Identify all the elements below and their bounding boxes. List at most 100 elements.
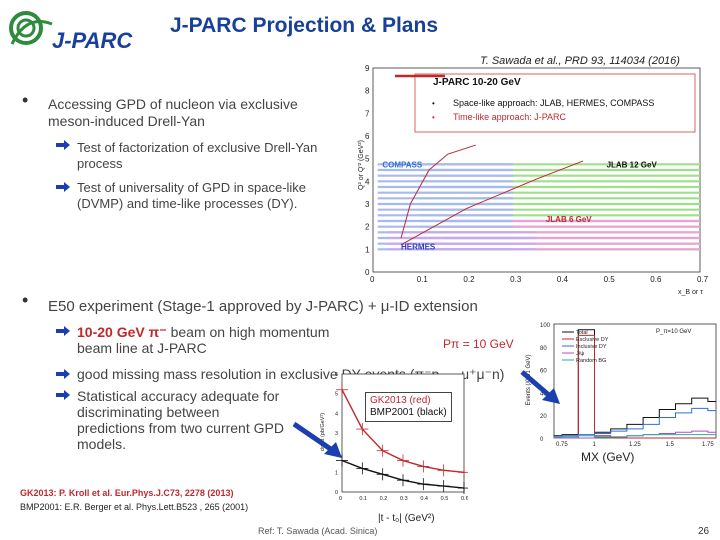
- model-legend-box: GK2013 (red) BMP2001 (black): [365, 392, 452, 422]
- gk-legend: GK2013 (red): [370, 395, 431, 406]
- x-tick-label: 0.3: [510, 275, 522, 284]
- bullet-2-sub-1: 10-20 GeV π⁻ beam on high momentum beam …: [77, 324, 337, 356]
- x-tick-label: 0: [370, 275, 375, 284]
- legend-item: Time-like approach: J-PARC: [453, 112, 567, 122]
- x-tick-label: 0.1: [417, 275, 429, 284]
- y-axis-label: dσ/dt (pb/GeV²): [320, 413, 326, 451]
- reference-gk: GK2013: P. Kroll et al. Eur.Phys.J.C73, …: [20, 488, 234, 498]
- x-tick-label: 0: [339, 496, 342, 502]
- x-tick-label: 0.2: [463, 275, 475, 284]
- y-tick-label: 5: [365, 155, 370, 164]
- bullet-1-sub-1: Test of factorization of exclusive Drell…: [77, 140, 318, 171]
- x-tick-label: 0.5: [441, 496, 449, 502]
- x-tick-label: 0.2: [380, 496, 388, 502]
- legend-item: Random BG: [576, 358, 606, 364]
- arrow-icon: [56, 369, 70, 379]
- x-tick-label: 0.75: [556, 442, 568, 448]
- region-label: HERMES: [401, 242, 436, 251]
- page-title: J-PARC Projection & Plans: [170, 14, 438, 37]
- series-line: [554, 334, 716, 439]
- bullet-1-text: Accessing GPD of nucleon via exclusive m…: [48, 96, 298, 129]
- x-tick-label: 0.3: [400, 496, 408, 502]
- y-tick-label: 3: [335, 431, 338, 437]
- x-tick-label: 0.5: [604, 275, 616, 284]
- y-axis-label: Q² or Q'² (GeV²): [358, 140, 365, 190]
- y-tick-label: 80: [540, 346, 547, 352]
- y-tick-label: 2: [365, 223, 370, 232]
- region-label: JLAB 6 GeV: [546, 215, 592, 224]
- y-tick-label: 9: [365, 64, 370, 73]
- x-tick-label: 0.6: [461, 496, 468, 502]
- bullet-dot: •: [22, 90, 29, 110]
- x-tick-label: 0.1: [359, 496, 367, 502]
- kinematic-coverage-chart: 0 0.1 0.2 0.3 0.4 0.5 0.6 0.7 0 1 2 3 4 5 6 7 8 9 x_B or τ…: [358, 64, 709, 296]
- bullet-dot: •: [22, 290, 29, 310]
- y-tick-label: 100: [540, 323, 551, 329]
- momentum-annotation: P_π=10 GeV: [656, 329, 691, 335]
- x-tick-label: 0.4: [557, 275, 569, 284]
- y-tick-label: 1: [365, 245, 370, 254]
- bullet-2-sub-3: Statistical accuracy adequate for discri…: [77, 388, 284, 452]
- series-line: [554, 434, 716, 438]
- y-tick-label: 4: [365, 177, 370, 186]
- legend-bullet: •: [432, 113, 435, 122]
- legend-box: [414, 73, 696, 133]
- legend-bullet: •: [432, 99, 435, 108]
- x-tick-label: 0.4: [420, 496, 428, 502]
- y-tick-label: 0: [365, 268, 370, 277]
- legend-item: Inclusive DY: [576, 344, 607, 350]
- legend-item: Exclusive DY: [576, 337, 609, 343]
- x-tick-label: 1.25: [629, 442, 641, 448]
- citation: T. Sawada et al., PRD 93, 114034 (2016): [480, 55, 680, 67]
- x-tick-label: 1.75: [702, 442, 714, 448]
- timelike-curve: [400, 160, 584, 246]
- x-tick-label: 1.5: [666, 442, 675, 448]
- bullet-1-sub-2: Test of universality of GPD in space-lik…: [77, 180, 307, 211]
- region-label: JLAB 12 GeV: [607, 161, 658, 170]
- cross-section-chart: 00.10.20.30.40.50.60123456dσ/dt (pb/GeV²…: [320, 372, 468, 502]
- page-number: 26: [698, 526, 710, 537]
- pointer-arrow-icon: [520, 370, 560, 404]
- y-tick-label: 4: [335, 411, 338, 417]
- pointer-arrow-icon: [292, 421, 342, 458]
- y-tick-label: 20: [540, 414, 547, 420]
- region-label: COMPASS: [382, 161, 423, 170]
- reference-bmp: BMP2001: E.R. Berger et al. Phys.Lett.B5…: [20, 502, 249, 512]
- pion-momentum-label: Pπ = 10 GeV: [443, 337, 514, 351]
- y-tick-label: 8: [365, 87, 370, 96]
- legend-title: J-PARC 10-20 GeV: [433, 77, 521, 88]
- series-line: [554, 407, 716, 438]
- y-tick-label: 0: [540, 437, 544, 443]
- y-tick-label: 3: [365, 200, 370, 209]
- beam-energy: 10-20 GeV π⁻: [77, 324, 167, 340]
- x-axis-label: x_B or τ: [678, 289, 703, 296]
- y-tick-label: 60: [540, 369, 547, 375]
- legend-item: Space-like approach: JLAB, HERMES, COMPA…: [453, 98, 654, 108]
- x-tick-label: 0.6: [650, 275, 662, 284]
- y-tick-label: 6: [335, 372, 338, 378]
- arrow-icon: [56, 140, 70, 150]
- legend-item: Total: [576, 330, 588, 336]
- bmp-legend: BMP2001 (black): [370, 407, 447, 418]
- y-tick-label: 0: [335, 490, 338, 496]
- bullet-2-text: E50 experiment (Stage-1 approved by J-PA…: [48, 298, 478, 315]
- x-tick-label: 0.7: [697, 275, 709, 284]
- y-tick-label: 1: [335, 470, 338, 476]
- arrow-icon: [56, 326, 70, 336]
- mx-axis-label: MX (GeV): [581, 450, 635, 464]
- y-tick-label: 5: [335, 392, 338, 398]
- footer-reference: Ref: T. Sawada (Acad. Sinica): [258, 526, 378, 536]
- t-axis-label: |t - t₀| (GeV²): [378, 513, 435, 524]
- jparc-logo: J-PARC: [9, 11, 133, 53]
- y-tick-label: 6: [365, 132, 370, 141]
- arrow-icon: [56, 182, 70, 192]
- y-tick-label: 7: [365, 109, 370, 118]
- beam-text: beam on high momentum beam line at J-PAR…: [77, 324, 330, 356]
- plot-frame: [553, 323, 717, 439]
- x-tick-label: 1: [593, 442, 597, 448]
- timelike-curve: [400, 144, 476, 239]
- arrow-icon: [56, 390, 70, 400]
- y-tick-label: 40: [540, 391, 547, 397]
- legend-item: J/ψ: [576, 351, 584, 357]
